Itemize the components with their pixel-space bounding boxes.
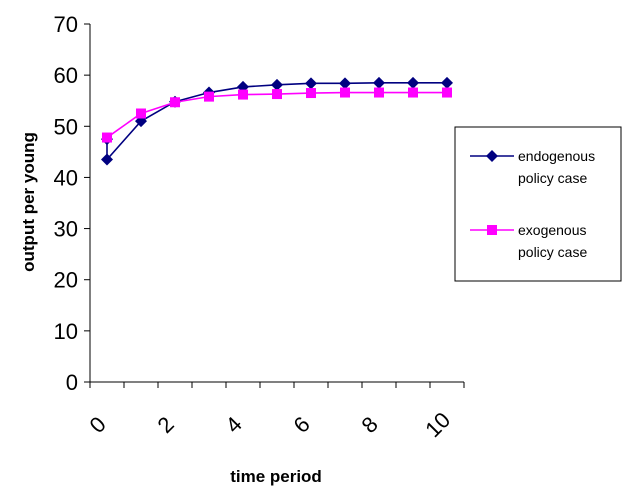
series-0-marker — [101, 153, 113, 166]
plot-area: 0 10 20 30 40 50 60 70 0 2 4 6 8 10 — [54, 12, 465, 442]
y-tick-label: 40 — [54, 165, 78, 190]
x-tick-label: 4 — [221, 412, 247, 438]
series-1-marker — [170, 97, 180, 108]
y-tick-label: 10 — [54, 319, 78, 344]
legend-box — [454, 126, 622, 282]
y-tick-label: 20 — [54, 268, 78, 293]
series-1-marker — [306, 88, 316, 99]
y-tick-label: 60 — [54, 63, 78, 88]
series-0-marker — [305, 77, 317, 90]
y-axis-label: output per young — [19, 132, 38, 272]
legend: endogenous policy case exogenous policy … — [454, 126, 622, 282]
series-1-marker — [238, 89, 248, 100]
series-0-marker — [441, 76, 453, 89]
legend-label-exogenous-line1: exogenous — [518, 222, 587, 238]
x-tick-label: 10 — [420, 407, 455, 442]
legend-marker-endogenous — [486, 150, 498, 162]
series-1-marker — [204, 91, 214, 102]
series-0-marker — [339, 77, 351, 90]
legend-label-endogenous-line2: policy case — [518, 170, 587, 186]
series-1-marker — [136, 108, 146, 119]
x-tick-label: 6 — [289, 412, 315, 438]
y-tick-label: 30 — [54, 217, 78, 242]
x-tick-label: 2 — [153, 412, 179, 438]
series-0-marker — [271, 78, 283, 91]
series-1-marker — [102, 132, 112, 143]
x-tick-label: 8 — [357, 412, 383, 438]
x-axis-label: time period — [230, 467, 322, 486]
series-1-marker — [408, 87, 418, 98]
series-1-marker — [272, 89, 282, 100]
series-line-1 — [106, 91, 447, 139]
y-tick-label: 0 — [66, 370, 78, 395]
y-tick-label: 70 — [54, 12, 78, 37]
series-1-marker — [374, 87, 384, 98]
series-0-marker — [407, 76, 419, 89]
y-tick-label: 50 — [54, 114, 78, 139]
series-1-marker — [442, 87, 452, 98]
legend-label-endogenous-line1: endogenous — [518, 148, 595, 164]
x-tick-label: 0 — [85, 412, 111, 438]
series-0-marker — [373, 76, 385, 89]
legend-label-exogenous-line2: policy case — [518, 244, 587, 260]
series-1-marker — [340, 87, 350, 98]
legend-marker-exogenous — [487, 225, 497, 235]
